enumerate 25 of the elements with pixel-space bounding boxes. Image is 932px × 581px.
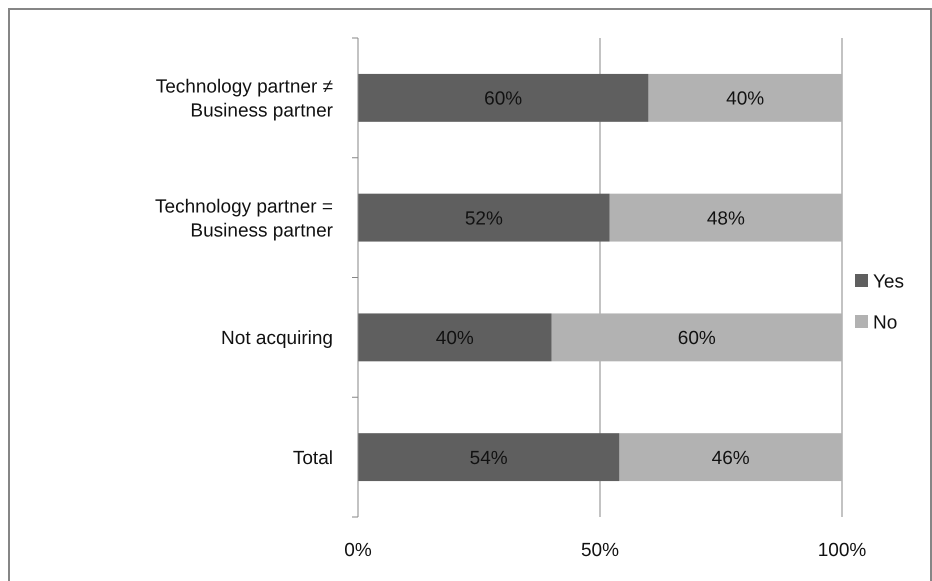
bar — [648, 74, 842, 122]
legend-label: Yes — [873, 272, 904, 293]
data-label: 48% — [706, 208, 745, 230]
bar — [358, 74, 648, 122]
bar — [552, 313, 842, 362]
bar — [358, 313, 552, 362]
data-label: 60% — [484, 88, 522, 110]
bar — [619, 433, 842, 482]
data-label: 40% — [726, 88, 764, 110]
data-label: 40% — [436, 328, 474, 350]
legend-label: No — [873, 312, 898, 334]
data-label: 54% — [470, 448, 508, 469]
x-tick-label: 0% — [344, 540, 372, 561]
y-tick-label: Total — [292, 448, 333, 469]
x-tick-label: 100% — [818, 540, 866, 561]
bar — [358, 194, 610, 242]
y-tick-label: Not acquiring — [221, 328, 333, 350]
data-label: 60% — [678, 328, 716, 350]
bar — [358, 433, 620, 482]
bar — [610, 194, 842, 242]
data-label: 46% — [712, 448, 750, 469]
y-tick-label: Technology partner = Business partner — [155, 196, 334, 242]
x-tick-label: 50% — [580, 540, 620, 561]
data-label: 52% — [464, 208, 503, 230]
y-tick-label: Technology partner ≠ Business partner — [156, 76, 334, 122]
